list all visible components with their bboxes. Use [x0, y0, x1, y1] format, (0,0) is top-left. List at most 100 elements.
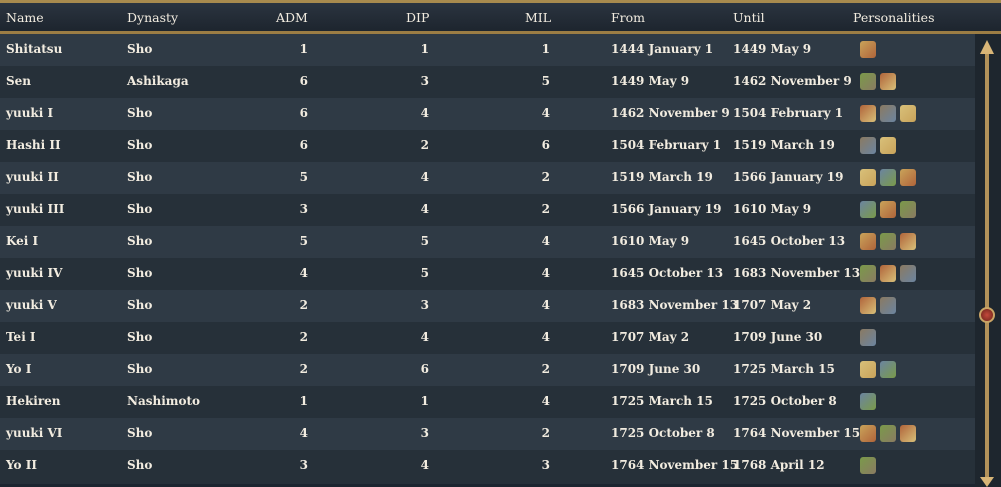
- table-row[interactable]: Shitatsu Sho 1 1 1 1444 January 1 1449 May 9: [0, 34, 975, 66]
- table-row[interactable]: yuuki IV Sho 4 5 4 1645 October 13 1683 Novemb…: [0, 258, 975, 290]
- table-row[interactable]: Hekiren Nashimoto 1 1 4 1725 March 15 1725 Oct…: [0, 386, 975, 418]
- cell-dynasty: Sho: [127, 330, 153, 344]
- table-row[interactable]: yuuki I Sho 6 4 4 1462 November 9 1504 Februar…: [0, 98, 975, 130]
- personality-trait-icon[interactable]: [880, 73, 896, 90]
- table-row[interactable]: yuuki III Sho 3 4 2 1566 January 19 1610 May 9: [0, 194, 975, 226]
- personality-trait-icon[interactable]: [880, 201, 896, 218]
- scroll-thumb[interactable]: [979, 307, 995, 323]
- table-row[interactable]: Sen Ashikaga 6 3 5 1449 May 9 1462 November 9: [0, 66, 975, 98]
- personality-trait-icon[interactable]: [900, 201, 916, 218]
- personality-icons: [860, 137, 896, 154]
- personality-trait-icon[interactable]: [880, 105, 896, 122]
- cell-dip: 5: [420, 266, 429, 280]
- personality-trait-icon[interactable]: [880, 297, 896, 314]
- header-until[interactable]: Until: [733, 10, 765, 25]
- cell-dip: 1: [420, 394, 429, 408]
- personality-trait-icon[interactable]: [860, 393, 876, 410]
- cell-name: Shitatsu: [6, 42, 63, 56]
- cell-from: 1725 October 8: [611, 426, 715, 440]
- cell-from: 1462 November 9: [611, 106, 730, 120]
- cell-until: 1566 January 19: [733, 170, 844, 184]
- personality-icons: [860, 457, 876, 474]
- header-from[interactable]: From: [611, 10, 646, 25]
- personality-trait-icon[interactable]: [880, 169, 896, 186]
- cell-dip: 3: [420, 74, 429, 88]
- personality-trait-icon[interactable]: [880, 233, 896, 250]
- personality-trait-icon[interactable]: [860, 265, 876, 282]
- scrollbar[interactable]: [975, 34, 1001, 487]
- header-adm[interactable]: ADM: [276, 10, 308, 25]
- personality-trait-icon[interactable]: [900, 265, 916, 282]
- personality-trait-icon[interactable]: [860, 425, 876, 442]
- personality-trait-icon[interactable]: [860, 457, 876, 474]
- personality-trait-icon[interactable]: [900, 425, 916, 442]
- table-row[interactable]: Yo I Sho 2 6 2 1709 June 30 1725 March 15: [0, 354, 975, 386]
- cell-adm: 3: [299, 458, 308, 472]
- cell-mil: 4: [541, 298, 550, 312]
- cell-dip: 5: [420, 234, 429, 248]
- personality-icons: [860, 105, 916, 122]
- cell-until: 1707 May 2: [733, 298, 812, 312]
- cell-dynasty: Sho: [127, 362, 153, 376]
- cell-adm: 6: [299, 138, 308, 152]
- cell-from: 1725 March 15: [611, 394, 713, 408]
- table-row[interactable]: yuuki II Sho 5 4 2 1519 March 19 1566 January …: [0, 162, 975, 194]
- table-row[interactable]: Hashi II Sho 6 2 6 1504 February 1 1519 March …: [0, 130, 975, 162]
- personality-trait-icon[interactable]: [880, 361, 896, 378]
- cell-from: 1566 January 19: [611, 202, 722, 216]
- table-row[interactable]: yuuki V Sho 2 3 4 1683 November 13 1707 May 2: [0, 290, 975, 322]
- cell-until: 1504 February 1: [733, 106, 844, 120]
- header-dynasty[interactable]: Dynasty: [127, 10, 179, 25]
- personality-trait-icon[interactable]: [860, 73, 876, 90]
- personality-trait-icon[interactable]: [900, 233, 916, 250]
- personality-trait-icon[interactable]: [860, 137, 876, 154]
- personality-trait-icon[interactable]: [860, 201, 876, 218]
- cell-from: 1709 June 30: [611, 362, 701, 376]
- cell-from: 1519 March 19: [611, 170, 713, 184]
- personality-trait-icon[interactable]: [860, 329, 876, 346]
- personality-trait-icon[interactable]: [860, 105, 876, 122]
- personality-icons: [860, 201, 916, 218]
- personality-trait-icon[interactable]: [860, 297, 876, 314]
- personality-trait-icon[interactable]: [860, 361, 876, 378]
- personality-trait-icon[interactable]: [880, 425, 896, 442]
- personality-trait-icon[interactable]: [860, 233, 876, 250]
- scroll-up-arrow-icon[interactable]: [980, 40, 994, 54]
- cell-from: 1764 November 15: [611, 458, 739, 472]
- header-personalities[interactable]: Personalities: [853, 10, 935, 25]
- header-dip[interactable]: DIP: [406, 10, 430, 25]
- table-row[interactable]: Yo II Sho 3 4 3 1764 November 15 1768 April 12: [0, 450, 975, 482]
- cell-dynasty: Sho: [127, 458, 153, 472]
- personality-trait-icon[interactable]: [860, 169, 876, 186]
- cell-from: 1683 November 13: [611, 298, 739, 312]
- table-row[interactable]: Kei I Sho 5 5 4 1610 May 9 1645 October 13: [0, 226, 975, 258]
- scroll-down-arrow-icon[interactable]: [980, 477, 994, 487]
- header-mil[interactable]: MIL: [525, 10, 552, 25]
- cell-until: 1768 April 12: [733, 458, 825, 472]
- personality-trait-icon[interactable]: [900, 169, 916, 186]
- table-row[interactable]: Tei I Sho 2 4 4 1707 May 2 1709 June 30: [0, 322, 975, 354]
- cell-adm: 4: [299, 426, 308, 440]
- cell-mil: 4: [541, 106, 550, 120]
- personality-trait-icon[interactable]: [880, 265, 896, 282]
- personality-icons: [860, 297, 896, 314]
- cell-name: yuuki VI: [6, 426, 63, 440]
- cell-mil: 2: [541, 202, 550, 216]
- personality-icons: [860, 265, 916, 282]
- cell-until: 1610 May 9: [733, 202, 812, 216]
- personality-trait-icon[interactable]: [900, 105, 916, 122]
- cell-from: 1444 January 1: [611, 42, 714, 56]
- cell-dip: 4: [420, 202, 429, 216]
- table-row[interactable]: yuuki VI Sho 4 3 2 1725 October 8 1764 Novembe…: [0, 418, 975, 450]
- cell-mil: 3: [541, 458, 550, 472]
- cell-name: yuuki I: [6, 106, 54, 120]
- header-name[interactable]: Name: [6, 10, 44, 25]
- cell-adm: 6: [299, 74, 308, 88]
- personality-trait-icon[interactable]: [860, 41, 876, 58]
- personality-trait-icon[interactable]: [880, 137, 896, 154]
- scroll-track[interactable]: [985, 54, 989, 479]
- cell-name: yuuki II: [6, 170, 59, 184]
- cell-dip: 3: [420, 298, 429, 312]
- cell-name: Hashi II: [6, 138, 61, 152]
